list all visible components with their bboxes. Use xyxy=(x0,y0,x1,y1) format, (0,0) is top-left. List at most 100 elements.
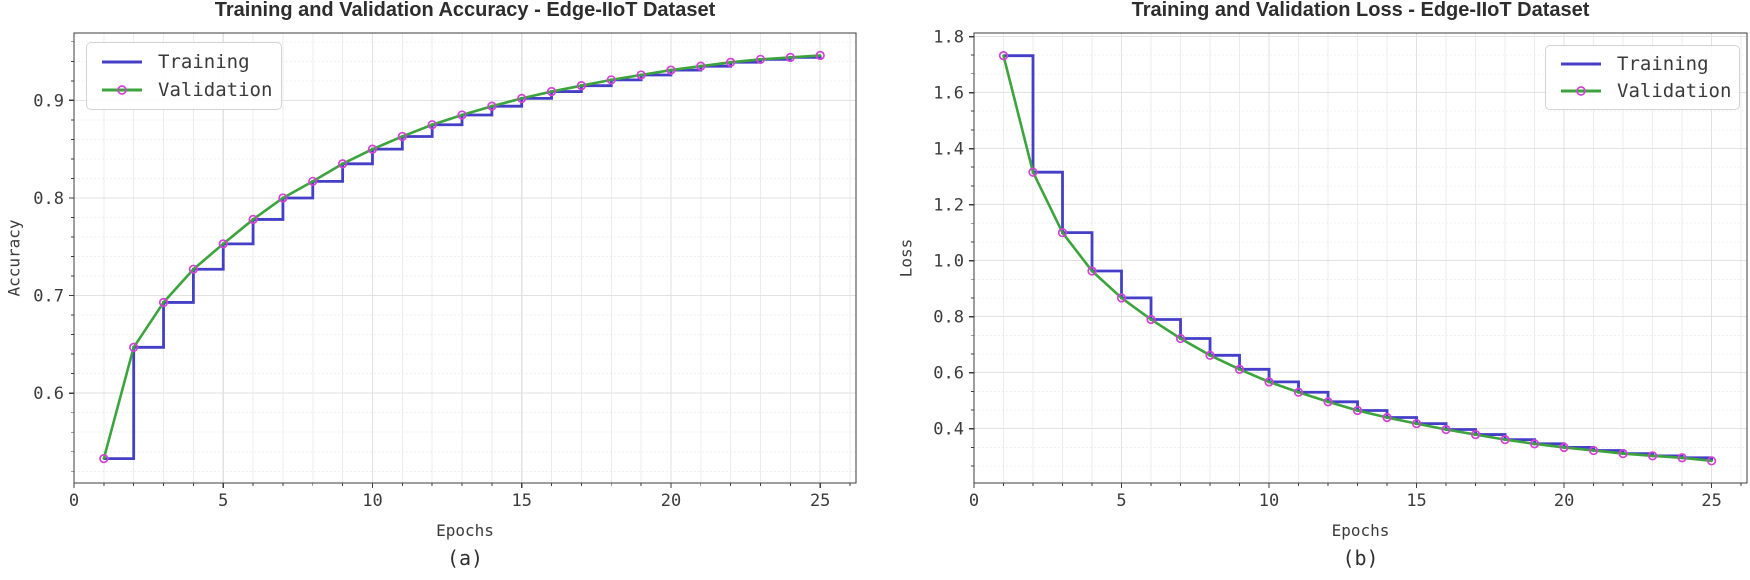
y-tick-label: 0.8 xyxy=(933,308,964,328)
validation-point-marker xyxy=(158,297,169,308)
legend-label-training: Training xyxy=(158,51,250,73)
validation-point-marker xyxy=(1382,412,1392,423)
validation-line-sample xyxy=(102,85,142,95)
y-tick-label: 0.7 xyxy=(33,287,64,307)
loss-chart: 0 5 10 15 20 25 0.4 0.6 0.8 1.0 1.2 1.4 1.6 1.8 xyxy=(933,28,1748,511)
validation-point-marker xyxy=(367,144,378,154)
legend-label-training: Training xyxy=(1617,53,1709,76)
x-tick-label: 20 xyxy=(1554,491,1574,511)
validation-point-marker xyxy=(99,453,109,464)
legend-row-validation: Validation xyxy=(99,79,273,101)
validation-point-marker xyxy=(815,50,825,61)
validation-point-marker xyxy=(1293,387,1304,397)
accuracy-chart: 0 5 10 15 20 25 0.6 0.7 0.8 0.9 xyxy=(33,32,857,511)
legend-label-validation: Validation xyxy=(158,79,273,101)
axes-spines xyxy=(73,32,857,484)
validation-line-sample xyxy=(1561,85,1601,96)
y-tick-label: 1.2 xyxy=(933,196,964,216)
validation-point-marker xyxy=(1352,405,1363,416)
validation-point-marker xyxy=(1264,377,1274,387)
accuracy-validation-line xyxy=(102,54,822,460)
validation-point-marker xyxy=(1087,266,1097,276)
validation-point-marker xyxy=(308,176,318,187)
validation-point-marker xyxy=(1116,293,1127,303)
y-tick-label: 1.8 xyxy=(933,28,964,48)
validation-point-marker xyxy=(278,193,288,203)
validation-point-marker xyxy=(487,101,497,111)
validation-point-marker xyxy=(1175,333,1186,344)
y-tick-label: 0.6 xyxy=(933,364,964,384)
validation-point-marker xyxy=(1470,429,1481,440)
validation-point-marker xyxy=(248,214,258,225)
accuracy-chart-title: Training and Validation Accuracy - Edge-… xyxy=(214,0,716,21)
x-tick-label: 25 xyxy=(810,491,830,511)
legend-row-validation: Validation xyxy=(1558,80,1731,102)
validation-point-marker xyxy=(1146,314,1156,325)
validation-point-marker xyxy=(725,57,736,67)
validation-point-marker xyxy=(218,239,228,249)
training-line-sample xyxy=(102,60,142,64)
caption-a: (a) xyxy=(446,546,484,570)
validation-point-marker xyxy=(998,51,1009,61)
legend-label-validation: Validation xyxy=(1617,79,1732,102)
y-tick-label: 0.8 xyxy=(33,189,64,209)
training-line-sample xyxy=(1561,62,1601,66)
y-tick-label: 0.6 xyxy=(33,384,64,404)
x-tick-label: 20 xyxy=(661,491,681,511)
validation-point-marker xyxy=(1618,448,1628,459)
validation-point-marker xyxy=(1323,397,1333,407)
y-tick-label: 0.4 xyxy=(933,420,964,440)
validation-point-marker xyxy=(337,159,348,169)
x-tick-label: 15 xyxy=(1406,491,1426,511)
y-tick-label: 1.6 xyxy=(933,84,964,104)
legend-row-training: Training xyxy=(99,51,269,73)
validation-point-marker xyxy=(427,120,437,130)
validation-point-marker xyxy=(1647,451,1658,461)
x-tick-label: 5 xyxy=(1116,491,1126,511)
y-tick-label: 1.0 xyxy=(933,252,964,272)
validation-point-marker xyxy=(1028,167,1038,177)
validation-point-marker xyxy=(785,52,795,63)
legend-row-training: Training xyxy=(1558,53,1727,75)
validation-point-marker xyxy=(1411,418,1422,429)
validation-point-marker xyxy=(666,65,676,75)
accuracy-y-axis-label: Accuracy xyxy=(4,219,24,297)
validation-point-marker xyxy=(517,93,527,104)
loss-chart-title: Training and Validation Loss - Edge-IIoT… xyxy=(1131,0,1590,21)
axes-spines xyxy=(973,32,1748,484)
validation-point-marker xyxy=(1529,439,1540,449)
x-tick-label: 15 xyxy=(511,491,531,511)
validation-point-marker xyxy=(1234,364,1245,374)
loss-validation-line xyxy=(1002,54,1713,463)
validation-point-marker xyxy=(1559,442,1569,453)
x-tick-label: 25 xyxy=(1701,491,1721,511)
validation-point-marker xyxy=(636,70,646,80)
y-tick-label: 0.9 xyxy=(33,91,64,111)
loss-y-axis-label: Loss xyxy=(896,238,916,278)
validation-point-marker xyxy=(457,110,467,120)
x-tick-label: 0 xyxy=(969,491,979,511)
loss-x-axis-label: Epochs xyxy=(1331,521,1390,540)
validation-point-marker xyxy=(1441,424,1451,435)
validation-point-marker xyxy=(696,61,706,71)
validation-point-marker xyxy=(1677,453,1687,463)
accuracy-x-axis-label: Epochs xyxy=(436,521,494,540)
x-tick-label: 10 xyxy=(362,491,382,511)
validation-point-marker xyxy=(755,54,766,65)
validation-point-marker xyxy=(546,86,557,97)
validation-point-marker xyxy=(576,81,587,91)
caption-b: (b) xyxy=(1342,546,1379,570)
x-tick-label: 0 xyxy=(69,491,79,511)
validation-point-marker xyxy=(606,75,616,85)
accuracy-legend: Training Validation xyxy=(86,42,282,110)
loss-legend: Training Validation xyxy=(1545,45,1740,110)
validation-point-marker xyxy=(1205,350,1215,360)
validation-point-marker xyxy=(1706,456,1717,466)
validation-point-marker xyxy=(397,131,407,142)
y-tick-label: 1.4 xyxy=(933,140,964,160)
validation-point-marker xyxy=(129,342,139,352)
validation-point-marker xyxy=(188,264,199,274)
x-tick-label: 10 xyxy=(1259,491,1279,511)
validation-point-marker xyxy=(1500,434,1510,445)
